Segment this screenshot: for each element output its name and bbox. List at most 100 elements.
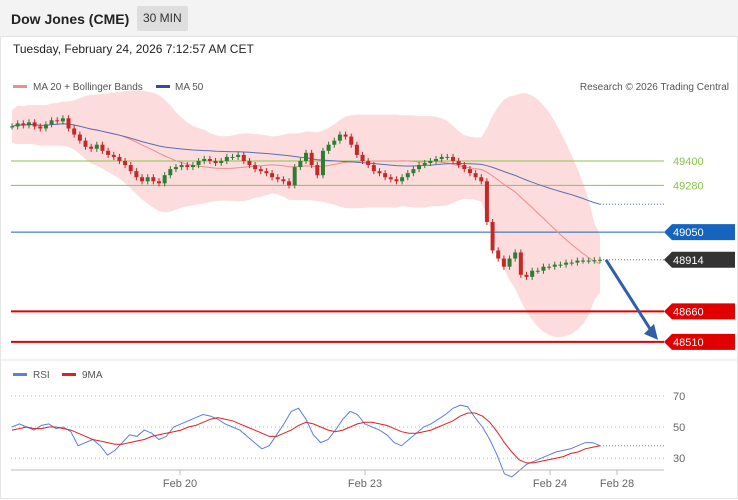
x-tick-label-2: Feb 24: [533, 478, 567, 490]
candle-body: [586, 260, 591, 262]
candle-body: [496, 250, 501, 259]
rsi-ma-line: [11, 412, 601, 464]
instrument-title: Dow Jones (CME): [11, 11, 130, 27]
rsi-tick-label-70: 70: [673, 391, 685, 403]
candle-body: [507, 258, 512, 267]
candle-body: [349, 136, 354, 145]
rsi-line: [11, 404, 601, 478]
x-tick-label-3: Feb 28: [600, 478, 634, 490]
candle-body: [100, 144, 105, 151]
rsi-grid: 70 50 30: [11, 391, 685, 465]
candle-body: [60, 118, 65, 122]
candle-body: [451, 156, 455, 161]
rsi-ma-legend-label: 9MA: [82, 370, 103, 381]
bollinger-band: [12, 90, 600, 338]
candle-body: [524, 274, 529, 277]
candle-body: [530, 270, 535, 277]
candle-body: [456, 160, 461, 166]
candle-body: [428, 160, 433, 164]
candle-body: [21, 123, 26, 126]
candle-body: [10, 126, 14, 128]
rsi-lines: [11, 404, 664, 478]
candle-body: [292, 167, 297, 186]
rsi-legend-label: RSI: [33, 370, 50, 381]
credit-text: Research © 2026 Trading Central: [580, 82, 729, 93]
candle-body: [569, 262, 574, 264]
candle-body: [270, 173, 275, 178]
candle-body: [128, 165, 133, 172]
rsi-tick-label-50: 50: [673, 422, 685, 434]
x-axis: Feb 20 Feb 23 Feb 24 Feb 28: [163, 470, 634, 490]
candle-body: [32, 122, 37, 127]
candle-body: [83, 140, 88, 147]
candle-body: [26, 122, 31, 126]
level-label-48914: 48914: [673, 255, 704, 267]
candle-body: [123, 160, 128, 166]
candle-body: [72, 128, 77, 135]
candle-body: [400, 177, 405, 182]
candle-body: [168, 169, 173, 176]
candle-body: [518, 252, 523, 275]
candle-body: [173, 167, 178, 170]
candle-body: [179, 165, 184, 168]
candle-body: [207, 158, 212, 161]
candle-body: [337, 134, 342, 141]
candle-body: [564, 262, 569, 265]
candle-body: [140, 177, 145, 182]
candle-body: [422, 163, 427, 166]
level-label-48510: 48510: [673, 337, 704, 349]
level-label-49280: 49280: [673, 180, 704, 192]
rsi-legend-swatch: [13, 373, 27, 376]
candle-body: [552, 264, 557, 267]
rsi-legend: RSI 9MA: [13, 370, 103, 381]
candle-body: [473, 173, 478, 178]
header-bar: Dow Jones (CME) 30 MIN: [0, 0, 738, 36]
candle-body: [38, 126, 43, 129]
level-tag-49050: [664, 224, 735, 241]
key-levels: 49400 49280 49050 48914 48660 48510: [11, 156, 735, 350]
candle-body: [185, 165, 190, 168]
candle-body: [315, 165, 320, 176]
candle-body: [592, 260, 597, 262]
candle-body: [484, 181, 489, 222]
candle-body: [445, 156, 450, 158]
candle-body: [581, 260, 586, 262]
candle-body: [479, 177, 484, 182]
main-legend: MA 20 + Bollinger Bands MA 50 Research ©…: [13, 82, 729, 93]
candle-body: [360, 154, 365, 161]
candle-body: [77, 134, 82, 141]
x-tick-label-0: Feb 20: [163, 478, 197, 490]
candle-body: [467, 169, 472, 174]
candle-body: [513, 252, 518, 259]
candle-body: [117, 156, 122, 161]
candle-body: [320, 150, 325, 176]
candle-body: [541, 266, 546, 271]
candle-body: [343, 134, 348, 137]
candle-body: [326, 144, 331, 151]
candle-body: [383, 173, 388, 178]
candle-body: [394, 179, 399, 182]
candle-body: [106, 150, 111, 155]
rsi-ma-legend-swatch: [62, 373, 76, 376]
candle-body: [43, 124, 48, 129]
candle-body: [501, 258, 506, 267]
forecast-arrow: [604, 258, 658, 340]
candle-body: [253, 165, 258, 170]
candle-body: [462, 165, 467, 170]
candle-body: [213, 160, 218, 164]
candle-body: [439, 156, 444, 159]
candle-body: [15, 123, 20, 127]
candle-body: [275, 177, 280, 180]
candle-body: [134, 171, 139, 178]
candle-body: [411, 169, 416, 174]
forecast-arrow-head: [644, 323, 658, 340]
candle-body: [202, 158, 207, 161]
interval-button[interactable]: 30 MIN: [137, 6, 188, 31]
candle-body: [145, 177, 150, 182]
candle-body: [434, 158, 439, 161]
level-label-49400: 49400: [673, 156, 704, 168]
forecast-arrow-shaft: [604, 258, 654, 333]
candle-body: [287, 181, 292, 186]
candle-body: [366, 160, 371, 166]
